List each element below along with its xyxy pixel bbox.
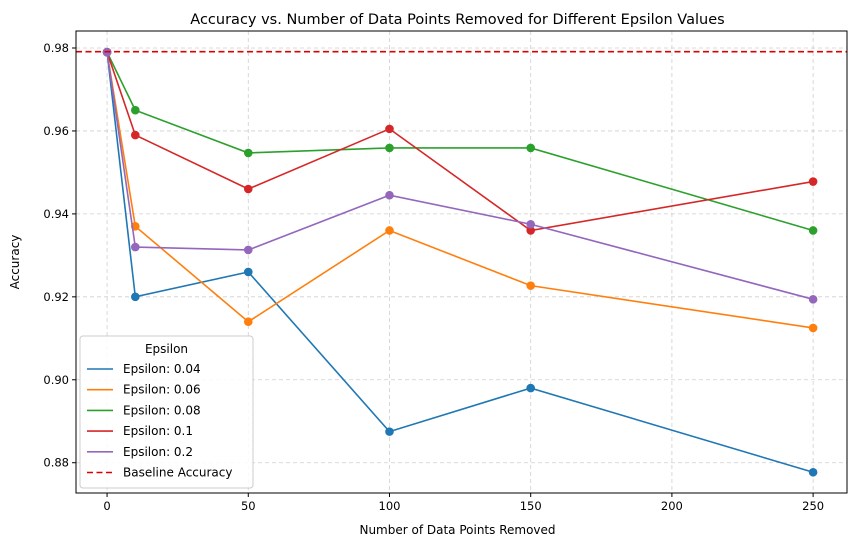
series-line: [106, 51, 814, 232]
plot-frame: [75, 30, 848, 494]
data-point: [526, 281, 535, 290]
legend-label: Epsilon: 0.08: [123, 403, 201, 417]
data-point: [385, 226, 394, 235]
legend-box: [79, 335, 254, 489]
x-tick-label: 50: [241, 499, 256, 513]
x-tick-label: 250: [802, 499, 824, 513]
data-point: [131, 130, 140, 140]
x-tick-label: 150: [520, 499, 542, 513]
y-tick-label: 0.90: [43, 373, 69, 387]
data-point: [808, 295, 818, 304]
legend-label: Epsilon: 0.06: [123, 383, 201, 397]
series-line: [106, 52, 814, 474]
chart-title: Accuracy vs. Number of Data Points Remov…: [190, 12, 724, 28]
data-point: [808, 323, 818, 333]
series-3: [102, 47, 818, 235]
series-line: [106, 51, 814, 232]
y-tick-label: 0.88: [43, 456, 69, 470]
x-tick-label: 100: [379, 499, 401, 513]
data-point: [526, 143, 535, 153]
data-point: [808, 177, 818, 186]
data-point: [526, 219, 535, 229]
data-point: [243, 245, 253, 255]
series-5: [102, 47, 818, 304]
data-point: [131, 292, 140, 302]
data-point: [385, 190, 394, 200]
data-point: [243, 184, 253, 194]
data-point: [526, 383, 535, 393]
series-2: [102, 47, 818, 333]
legend-title: Epsilon: [145, 342, 188, 356]
data-point: [243, 148, 253, 158]
y-axis-label: Accuracy: [8, 235, 22, 290]
axis-ticks: 0 50 100 150 200 250 0.88 0.90 0.92 0.94 0.96 0.98: [43, 41, 824, 513]
data-point: [131, 105, 140, 115]
data-point: [385, 124, 394, 134]
data-point: [131, 242, 140, 252]
legend-label: Baseline Accuracy: [123, 466, 232, 480]
series-4: [102, 47, 818, 235]
legend-label: Epsilon: 0.1: [123, 424, 193, 438]
legend: Epsilon Epsilon: 0.04 Epsilon: 0.06 Epsilon…: [79, 335, 254, 489]
y-tick-label: 0.98: [43, 41, 69, 55]
legend-label: Epsilon: 0.2: [123, 445, 193, 459]
x-tick-label: 200: [661, 499, 683, 513]
x-tick-label: 0: [103, 499, 110, 513]
data-point: [385, 143, 394, 153]
data-point: [808, 226, 818, 235]
series-line: [106, 52, 814, 329]
series-layer: [76, 47, 847, 477]
y-tick-label: 0.94: [43, 207, 69, 221]
y-tick-label: 0.92: [43, 290, 69, 304]
x-axis-label: Number of Data Points Removed: [359, 523, 555, 537]
data-point: [243, 267, 253, 277]
data-point: [808, 467, 818, 477]
data-point: [243, 317, 253, 327]
data-point: [526, 226, 535, 235]
series-line: [106, 52, 814, 301]
y-tick-label: 0.96: [43, 124, 69, 138]
data-point: [385, 427, 394, 436]
legend-label: Epsilon: 0.04: [123, 362, 201, 376]
